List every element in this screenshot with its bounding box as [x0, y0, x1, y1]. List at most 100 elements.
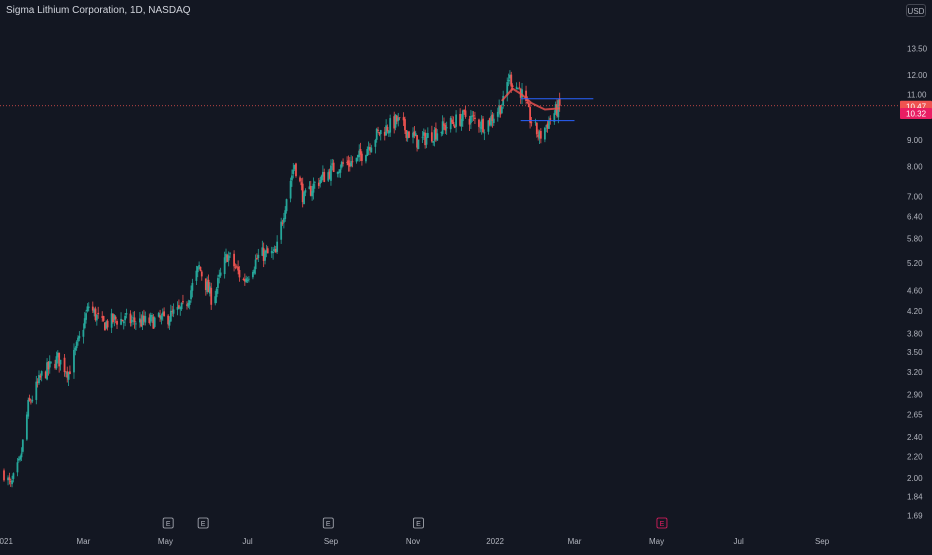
- price-tick-label: 1.84: [907, 493, 923, 502]
- candle-body: [169, 310, 172, 322]
- time-tick-label: Jul: [734, 537, 744, 546]
- price-tick-label: 2.90: [907, 390, 923, 399]
- candle-body: [463, 109, 466, 112]
- candle-body: [44, 371, 47, 379]
- candle-body: [160, 315, 163, 320]
- candle-body: [355, 157, 358, 162]
- candle-body: [110, 313, 113, 328]
- candle-body: [397, 117, 400, 121]
- candle-body: [106, 320, 109, 328]
- candle-body: [339, 169, 342, 173]
- price-tick-label: 3.20: [907, 368, 923, 377]
- candle-body: [134, 323, 137, 325]
- candle-body: [138, 318, 141, 323]
- candle-body: [346, 161, 349, 163]
- candle-body: [16, 462, 19, 473]
- price-label-bg: [900, 108, 932, 120]
- candle-body: [171, 311, 174, 313]
- candle-body: [190, 290, 192, 300]
- candle-body: [152, 316, 155, 329]
- candle-body: [383, 131, 386, 136]
- candle-body: [93, 309, 96, 313]
- currency-button[interactable]: USD: [906, 4, 926, 17]
- candle-body: [257, 254, 260, 259]
- candle-body: [233, 253, 235, 267]
- candle-body: [19, 456, 22, 460]
- candle-body: [471, 115, 474, 117]
- candle-body: [199, 266, 202, 271]
- candle-body: [311, 191, 314, 197]
- candle-body: [440, 131, 443, 133]
- candle-body: [101, 316, 104, 318]
- candle-body: [525, 90, 527, 102]
- candle-body: [253, 269, 256, 274]
- candle-body: [358, 150, 361, 158]
- candle-body: [449, 117, 452, 130]
- earnings-marker: [197, 517, 209, 529]
- price-tick-label: 5.20: [907, 259, 923, 268]
- candle-body: [264, 251, 266, 261]
- candle-body: [58, 352, 61, 367]
- candle-body: [116, 321, 118, 325]
- time-tick-label: Nov: [406, 537, 420, 546]
- candle-body: [182, 301, 184, 303]
- candle-body: [432, 141, 435, 143]
- chart-title: Sigma Lithium Corporation, 1D, NASDAQ: [6, 5, 191, 16]
- candle-body: [361, 153, 363, 161]
- candle-body: [50, 361, 52, 363]
- candle-body: [398, 117, 401, 119]
- candle-body: [529, 107, 531, 123]
- candle-body: [323, 172, 326, 183]
- candle-body: [78, 335, 81, 339]
- candle-body: [530, 122, 533, 124]
- candle-body: [422, 132, 425, 136]
- price-tick-label: 11.00: [907, 91, 927, 100]
- candle-body: [313, 181, 316, 183]
- candle-body: [365, 155, 367, 162]
- candle-body: [215, 288, 218, 298]
- candle-body: [499, 105, 502, 115]
- price-axis[interactable]: 13.5012.0011.0010.009.008.007.006.405.80…: [900, 45, 932, 521]
- candle-body: [157, 313, 160, 317]
- candle-body: [245, 278, 248, 283]
- candle-body: [97, 312, 100, 315]
- candle-body: [527, 103, 530, 108]
- candle-body: [510, 74, 513, 87]
- candle-body: [317, 182, 320, 186]
- candle-body: [252, 272, 254, 278]
- candle-body: [511, 85, 514, 88]
- candle-body: [12, 473, 15, 479]
- candle-body: [28, 398, 31, 401]
- candle-body: [195, 270, 198, 281]
- candle-body: [243, 279, 246, 282]
- earnings-marker-label: E: [201, 521, 206, 528]
- candle-body: [282, 218, 285, 223]
- candle-body: [421, 136, 424, 138]
- candle-body: [406, 131, 409, 139]
- candle-body: [73, 349, 75, 373]
- candle-body: [198, 265, 200, 267]
- candle-body: [430, 132, 433, 142]
- candle-body: [204, 278, 207, 291]
- candle-body: [114, 316, 117, 320]
- candle-body: [291, 175, 293, 181]
- candle-body: [479, 127, 482, 129]
- candle-body: [265, 250, 268, 253]
- candle-body: [417, 139, 420, 149]
- candle-body: [386, 126, 389, 132]
- candle-body: [69, 371, 71, 375]
- candle-body: [402, 117, 405, 121]
- candle-body: [124, 315, 126, 321]
- candle-body: [223, 257, 226, 275]
- candle-body: [369, 147, 371, 151]
- candle-body: [143, 315, 145, 322]
- candle-body: [321, 171, 324, 177]
- candle-body: [179, 307, 182, 310]
- candle-body: [59, 359, 62, 365]
- candle-body: [535, 122, 538, 135]
- candle-body: [320, 175, 323, 182]
